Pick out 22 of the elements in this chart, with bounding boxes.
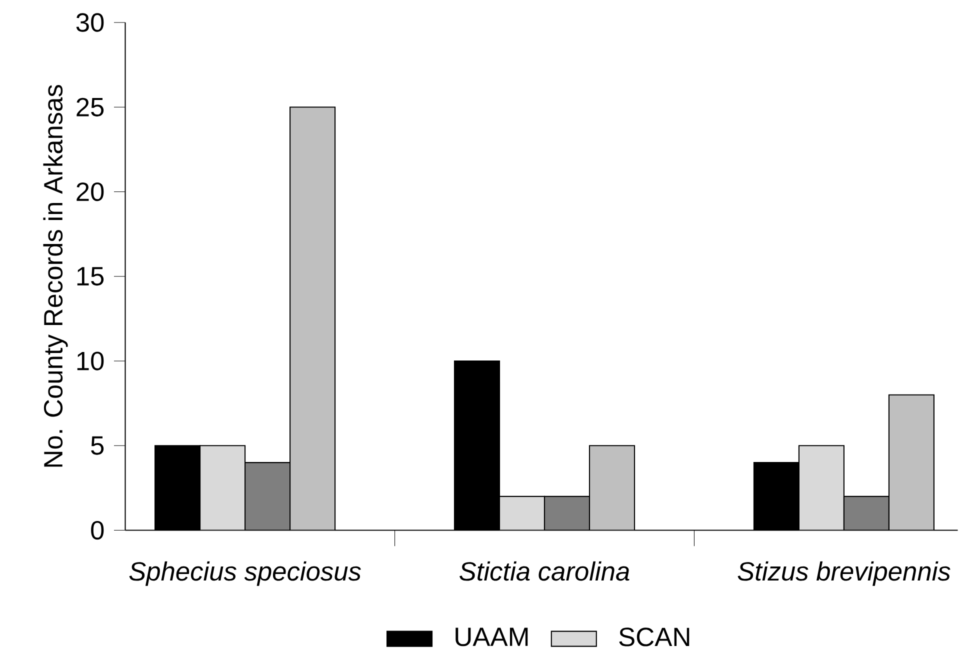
y-tick-label: 25: [76, 98, 104, 116]
y-tick-label: 5: [91, 436, 104, 455]
y-tick-label: 30: [76, 13, 104, 32]
legend-label: UAAM: [456, 628, 528, 646]
y-tick-label: 0: [91, 520, 104, 540]
y-tick-label: 15: [77, 267, 104, 286]
bar: [245, 462, 290, 530]
bar: [843, 496, 890, 530]
bar: [888, 394, 934, 530]
bar: [290, 107, 336, 530]
bar: [200, 446, 246, 530]
bar: [500, 496, 544, 530]
legend-label: SCAN: [619, 628, 690, 646]
bar: [590, 446, 635, 530]
bar: [798, 445, 844, 530]
bar: [544, 496, 590, 530]
y-axis-title: No. County Records in Arkansas: [43, 85, 68, 467]
y-tick-label: 10: [77, 352, 104, 370]
x-tick-label: Stizus brevipennis: [738, 561, 950, 586]
x-tick-label: Stictia carolina: [460, 561, 630, 581]
y-tick-label: 20: [76, 182, 104, 202]
x-tick-label: Sphecius speciosus: [129, 561, 361, 586]
